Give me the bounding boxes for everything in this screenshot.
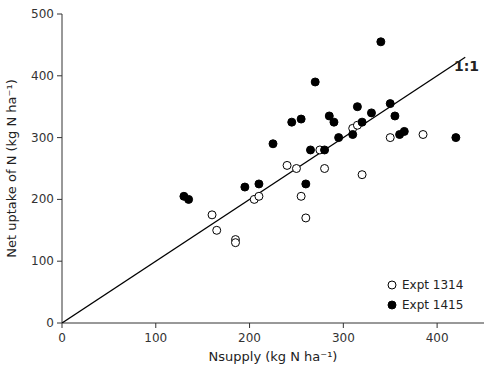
y-tick [57,75,62,76]
scatter-point [349,131,357,139]
legend-marker [388,281,396,289]
x-tick [249,323,250,328]
x-axis [62,323,484,324]
scatter-point [307,146,315,154]
y-tick-label: 400 [31,69,54,83]
scatter-point [208,211,216,219]
scatter-point [297,192,305,200]
scatter-point [255,192,263,200]
y-axis [62,14,63,323]
x-tick [343,323,344,328]
scatter-point [452,134,460,142]
legend-label: Expt 1314 [402,278,463,292]
legend-label: Expt 1415 [402,298,463,312]
scatter-point [269,140,277,148]
scatter-point [400,127,408,135]
scatter-point [283,161,291,169]
y-tick-label: 200 [31,192,54,206]
scatter-point [241,183,249,191]
scatter-point [213,226,221,234]
scatter-point [185,195,193,203]
scatter-point [292,165,300,173]
x-axis-label: Nsupply (kg N ha⁻¹) [209,349,338,364]
x-tick [155,323,156,328]
x-tick-label: 400 [426,331,449,345]
chart: 0 100 200 300 400 0 100 200 300 400 500 Nsupply (kg… [0,0,500,369]
y-tick [57,137,62,138]
legend-marker [388,301,396,309]
y-tick-label: 100 [31,254,54,268]
y-tick [57,14,62,15]
scatter-point [358,171,366,179]
x-tick-label: 100 [144,331,167,345]
scatter-point [231,239,239,247]
legend: Expt 1314 Expt 1415 [388,278,463,312]
y-tick-label: 500 [31,7,54,21]
y-tick-label: 300 [31,131,54,145]
annotation: 1:1 [454,58,479,74]
x-tick [62,323,63,328]
scatter-point [335,134,343,142]
x-tick-label: 200 [238,331,261,345]
y-tick [57,323,62,324]
scatter-point [255,180,263,188]
scatter-point [302,214,310,222]
scatter-point [297,115,305,123]
scatter-point [330,118,338,126]
y-axis-label: Net uptake of N (kg N ha⁻¹) [4,79,19,257]
scatter-point [302,180,310,188]
reference-line [62,57,465,323]
scatter-point [321,146,329,154]
scatter-point [311,78,319,86]
plot-area [62,38,465,323]
scatter-point [321,165,329,173]
scatter-point [391,112,399,120]
x-tick-label: 0 [58,331,66,345]
x-tick [437,323,438,328]
x-tick-label: 300 [332,331,355,345]
y-tick [57,261,62,262]
scatter-point [353,103,361,111]
scatter-point [419,131,427,139]
y-tick [57,199,62,200]
scatter-point [386,100,394,108]
scatter-point [377,38,385,46]
scatter-point [367,109,375,117]
scatter-point [288,118,296,126]
scatter-point [358,118,366,126]
y-tick-label: 0 [46,316,54,330]
scatter-point [386,134,394,142]
